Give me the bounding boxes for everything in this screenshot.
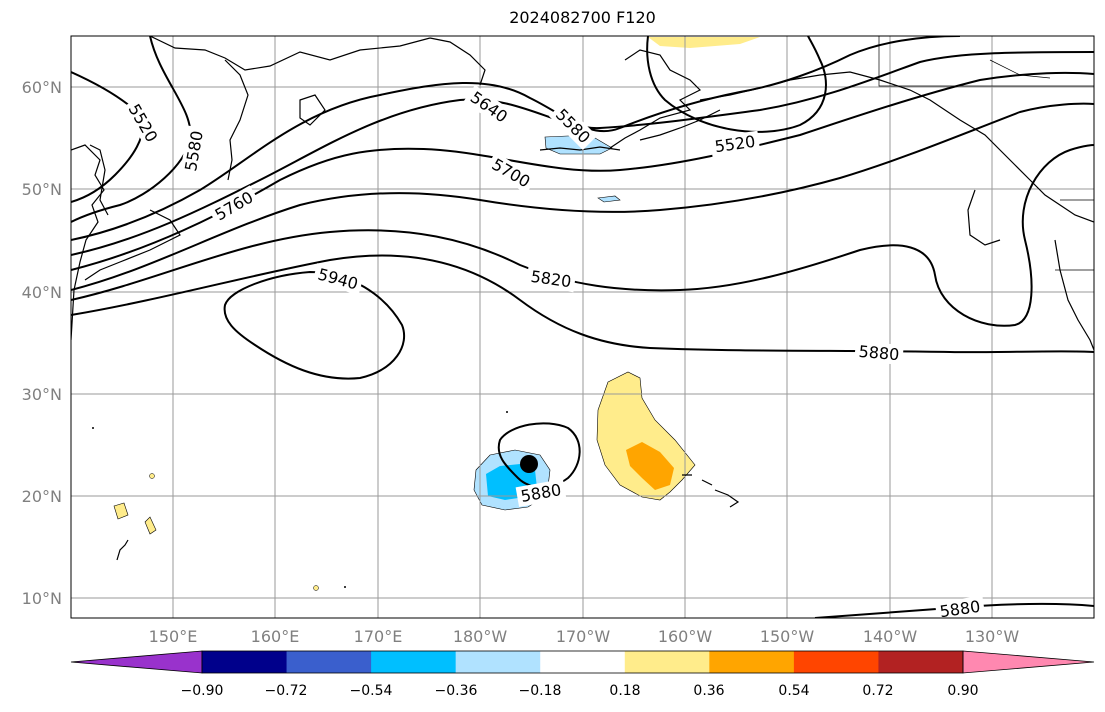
contour-label-group: 5520 5580 5760 5940 5640 5580 5700 5820 … [122,85,986,621]
map-frame [70,35,1095,619]
colorbar-segment [709,651,795,673]
colorbar-tick-label: 0.90 [947,683,978,699]
colorbar-tick-label: −0.90 [181,683,224,699]
lon-label: 150°E [149,627,198,646]
colorbar-tick-label: 0.36 [693,683,724,699]
lat-label: 40°N [22,283,62,302]
colorbar-tick-label: 0.18 [609,683,640,699]
lon-label: 180°W [453,627,508,646]
storm-center-marker [520,455,538,473]
lon-label: 170°W [556,627,611,646]
colorbar-segment [624,651,710,673]
lat-axis: 60°N 50°N 40°N 30°N 20°N 10°N [22,78,62,608]
colorbar-segment [878,651,964,673]
lon-label: 170°E [354,627,403,646]
contour-label: 5880 [939,597,982,621]
colorbar-frame [201,650,964,674]
map-title: 2024082700 F120 [509,8,656,27]
colorbar-segment [793,651,879,673]
lat-label: 10°N [22,589,62,608]
lat-label: 60°N [22,78,62,97]
gridlines [71,36,1094,618]
colorbar-segment [371,651,457,673]
lat-label: 50°N [22,180,62,199]
lon-axis: 150°E 160°E 170°E 180°W 170°W 160°W 150°… [149,627,1020,646]
lat-label: 30°N [22,385,62,404]
colorbar-tick-label: 0.54 [778,683,809,699]
colorbar [70,650,1095,674]
lon-label: 160°E [251,627,300,646]
colorbar-segment [286,651,372,673]
lon-label: 150°W [760,627,815,646]
lon-label: 160°W [658,627,713,646]
lon-label: 130°W [965,627,1020,646]
colorbar-segment [202,651,288,673]
lat-label: 20°N [22,487,62,506]
colorbar-segment [455,651,541,673]
lon-label: 140°W [863,627,918,646]
height-contours [71,36,1094,618]
colorbar-segment [540,651,626,673]
colorbar-extend-low [70,650,203,674]
colorbar-tick-label: −0.54 [350,683,393,699]
colorbar-tick-label: −0.72 [265,683,308,699]
colorbar-extend-high [962,650,1095,674]
colorbar-tick-label: −0.36 [435,683,478,699]
colorbar-tick-label: 0.72 [862,683,893,699]
colorbar-labels: −0.90 −0.72 −0.54 −0.36 −0.18 0.18 0.36 … [181,683,979,699]
colorbar-tick-label: −0.18 [519,683,562,699]
contour-label: 5880 [858,342,900,364]
